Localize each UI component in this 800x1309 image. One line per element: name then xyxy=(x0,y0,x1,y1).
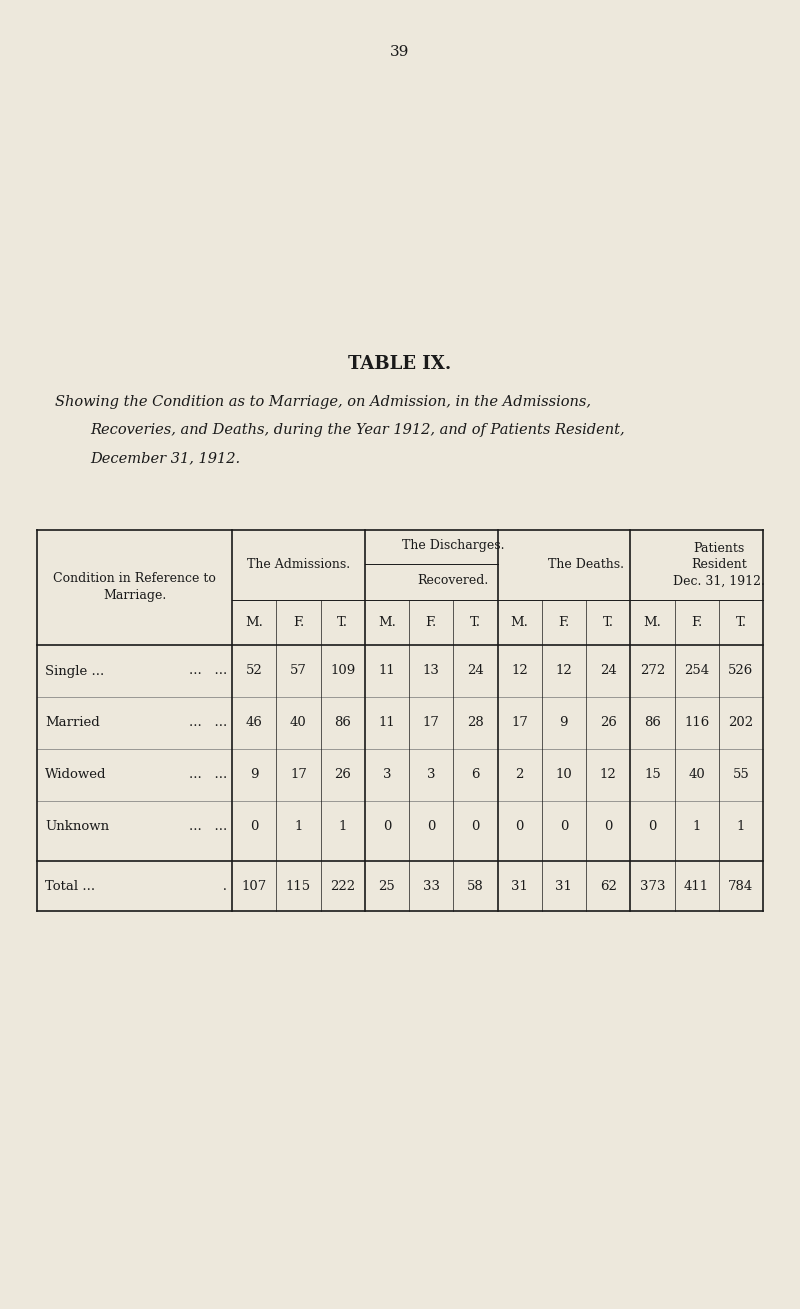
Text: Patients
Resident
Dec. 31, 1912.: Patients Resident Dec. 31, 1912. xyxy=(673,542,765,588)
Text: ...   ...: ... ... xyxy=(189,716,227,729)
Text: 254: 254 xyxy=(684,665,709,678)
Text: 0: 0 xyxy=(471,821,479,834)
Text: 86: 86 xyxy=(334,716,351,729)
Text: 62: 62 xyxy=(600,880,617,893)
Text: Widowed: Widowed xyxy=(45,768,106,781)
Text: 115: 115 xyxy=(286,880,311,893)
Text: ...   ...: ... ... xyxy=(189,768,227,781)
Text: 31: 31 xyxy=(511,880,528,893)
Text: 10: 10 xyxy=(555,768,572,781)
Text: December 31, 1912.: December 31, 1912. xyxy=(90,452,240,465)
Text: 33: 33 xyxy=(422,880,440,893)
Text: M.: M. xyxy=(643,617,662,630)
Text: M.: M. xyxy=(245,617,263,630)
Text: 0: 0 xyxy=(560,821,568,834)
Text: 1: 1 xyxy=(737,821,745,834)
Text: 17: 17 xyxy=(290,768,307,781)
Text: Recoveries, and Deaths, during the Year 1912, and of Patients Resident,: Recoveries, and Deaths, during the Year … xyxy=(90,423,625,437)
Text: 0: 0 xyxy=(427,821,435,834)
Text: 6: 6 xyxy=(471,768,480,781)
Text: 13: 13 xyxy=(422,665,439,678)
Text: T.: T. xyxy=(602,617,614,630)
Text: 40: 40 xyxy=(688,768,705,781)
Text: 9: 9 xyxy=(250,768,258,781)
Text: Showing the Condition as to Marriage, on Admission, in the Admissions,: Showing the Condition as to Marriage, on… xyxy=(55,395,591,408)
Text: 1: 1 xyxy=(338,821,347,834)
Text: M.: M. xyxy=(510,617,529,630)
Text: 3: 3 xyxy=(427,768,435,781)
Text: The Deaths.: The Deaths. xyxy=(548,559,624,572)
Text: 26: 26 xyxy=(600,716,617,729)
Text: T.: T. xyxy=(470,617,481,630)
Text: 11: 11 xyxy=(378,665,395,678)
Text: 52: 52 xyxy=(246,665,262,678)
Text: F.: F. xyxy=(691,617,702,630)
Text: F.: F. xyxy=(293,617,304,630)
Text: M.: M. xyxy=(378,617,396,630)
Text: 24: 24 xyxy=(467,665,484,678)
Text: 0: 0 xyxy=(515,821,524,834)
Text: The Admissions.: The Admissions. xyxy=(247,559,350,572)
Text: 222: 222 xyxy=(330,880,355,893)
Text: 46: 46 xyxy=(246,716,262,729)
Text: .: . xyxy=(210,880,227,893)
Text: 25: 25 xyxy=(378,880,395,893)
Text: F.: F. xyxy=(426,617,437,630)
Text: 26: 26 xyxy=(334,768,351,781)
Text: 0: 0 xyxy=(648,821,657,834)
Text: Recovered.: Recovered. xyxy=(418,573,489,586)
Text: 12: 12 xyxy=(555,665,572,678)
Text: 57: 57 xyxy=(290,665,307,678)
Text: F.: F. xyxy=(558,617,570,630)
Text: T.: T. xyxy=(735,617,746,630)
Text: 15: 15 xyxy=(644,768,661,781)
Text: 55: 55 xyxy=(733,768,750,781)
Text: ...   ...: ... ... xyxy=(189,665,227,678)
Text: 0: 0 xyxy=(604,821,612,834)
Text: The Discharges.: The Discharges. xyxy=(402,539,505,552)
Text: 373: 373 xyxy=(640,880,665,893)
Text: 1: 1 xyxy=(294,821,302,834)
Text: 39: 39 xyxy=(390,45,410,59)
Text: 1: 1 xyxy=(693,821,701,834)
Text: 24: 24 xyxy=(600,665,617,678)
Text: 3: 3 xyxy=(382,768,391,781)
Text: Unknown: Unknown xyxy=(45,821,109,834)
Text: Condition in Reference to
Marriage.: Condition in Reference to Marriage. xyxy=(53,572,216,602)
Text: T.: T. xyxy=(337,617,348,630)
Text: TABLE IX.: TABLE IX. xyxy=(348,355,452,373)
Text: 784: 784 xyxy=(728,880,754,893)
Text: 17: 17 xyxy=(511,716,528,729)
Text: 58: 58 xyxy=(467,880,484,893)
Text: 2: 2 xyxy=(515,768,524,781)
Text: 526: 526 xyxy=(728,665,754,678)
Text: 0: 0 xyxy=(382,821,391,834)
Text: 272: 272 xyxy=(640,665,665,678)
Text: 40: 40 xyxy=(290,716,306,729)
Text: 31: 31 xyxy=(555,880,572,893)
Text: 107: 107 xyxy=(242,880,266,893)
Text: 17: 17 xyxy=(422,716,439,729)
Text: 12: 12 xyxy=(511,665,528,678)
Text: 9: 9 xyxy=(560,716,568,729)
Text: Married: Married xyxy=(45,716,100,729)
Text: 12: 12 xyxy=(600,768,617,781)
Text: Single ...: Single ... xyxy=(45,665,104,678)
Text: 0: 0 xyxy=(250,821,258,834)
Text: ...   ...: ... ... xyxy=(189,821,227,834)
Text: 28: 28 xyxy=(467,716,484,729)
Text: 86: 86 xyxy=(644,716,661,729)
Text: 11: 11 xyxy=(378,716,395,729)
Text: Total ...: Total ... xyxy=(45,880,95,893)
Text: 116: 116 xyxy=(684,716,710,729)
Text: 411: 411 xyxy=(684,880,709,893)
Text: 109: 109 xyxy=(330,665,355,678)
Text: 202: 202 xyxy=(728,716,754,729)
